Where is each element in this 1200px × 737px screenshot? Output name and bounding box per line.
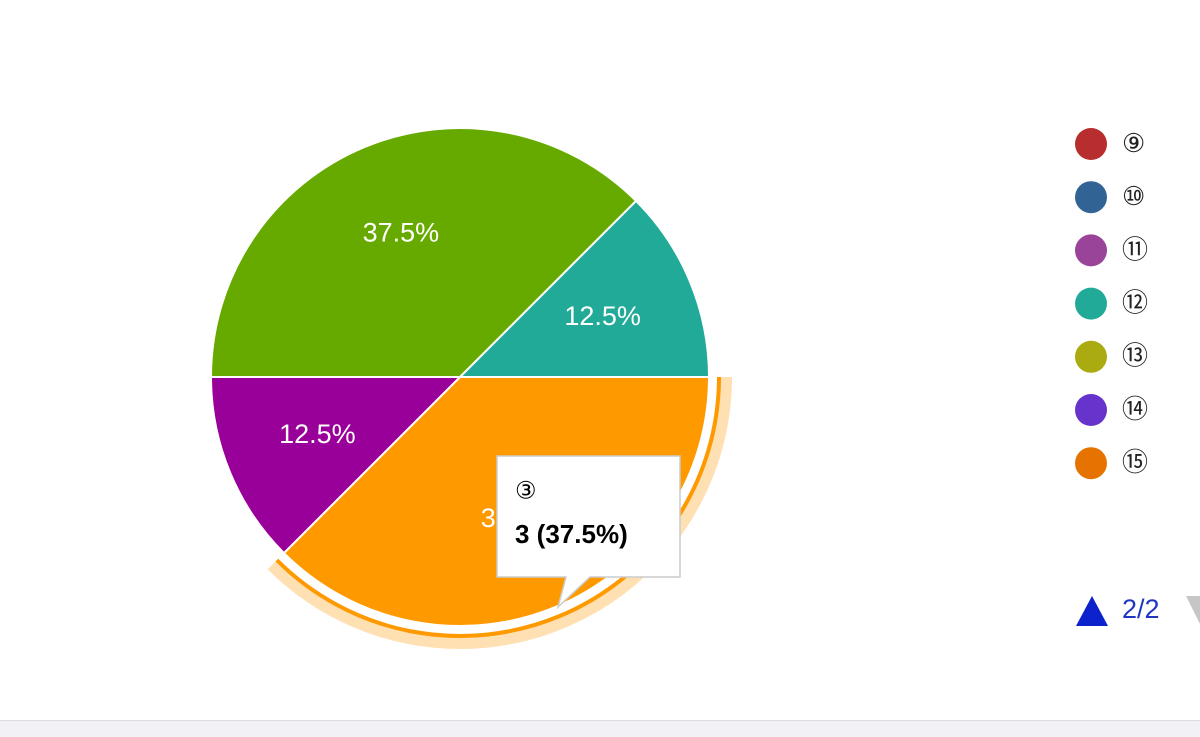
legend-swatch: [1075, 128, 1107, 160]
legend-label[interactable]: ⑭: [1122, 394, 1148, 424]
legend-label[interactable]: ⑪: [1122, 234, 1148, 264]
legend-swatch: [1075, 181, 1107, 214]
hover-outline: [275, 376, 721, 638]
pie-slice[interactable]: [457, 199, 711, 378]
slice-label: 37.5%: [363, 217, 440, 247]
legend-swatch: [1075, 447, 1107, 480]
legend-swatch: [1075, 340, 1107, 373]
pie-slice[interactable]: [209, 376, 463, 555]
legend-label[interactable]: ⑫: [1122, 287, 1148, 317]
slice-label: 12.5%: [564, 301, 641, 331]
legend-next-button[interactable]: [1186, 596, 1200, 626]
legend-swatch: [1075, 287, 1107, 320]
legend-swatch: [1075, 394, 1107, 426]
slice-label: 12.5%: [279, 419, 356, 449]
legend: ⑨ ⑩ ⑪ ⑫ ⑬ ⑭ ⑮: [1075, 128, 1148, 480]
tooltip-title: ③: [515, 477, 537, 504]
legend-label[interactable]: ⑨: [1122, 128, 1145, 158]
pie-slice[interactable]: [209, 126, 638, 378]
legend-prev-button[interactable]: [1076, 596, 1108, 626]
legend-page: 2/2: [1122, 594, 1160, 624]
legend-label[interactable]: ⑬: [1122, 341, 1148, 371]
tooltip-value: 3 (37.5%): [515, 519, 628, 549]
tooltip: ③ 3 (37.5%): [496, 455, 681, 610]
legend-label[interactable]: ⑩: [1122, 181, 1145, 211]
tooltip-box: [496, 455, 681, 610]
legend-swatch: [1075, 234, 1107, 267]
bottom-strip: [0, 720, 1200, 737]
legend-label[interactable]: ⑮: [1122, 447, 1148, 477]
